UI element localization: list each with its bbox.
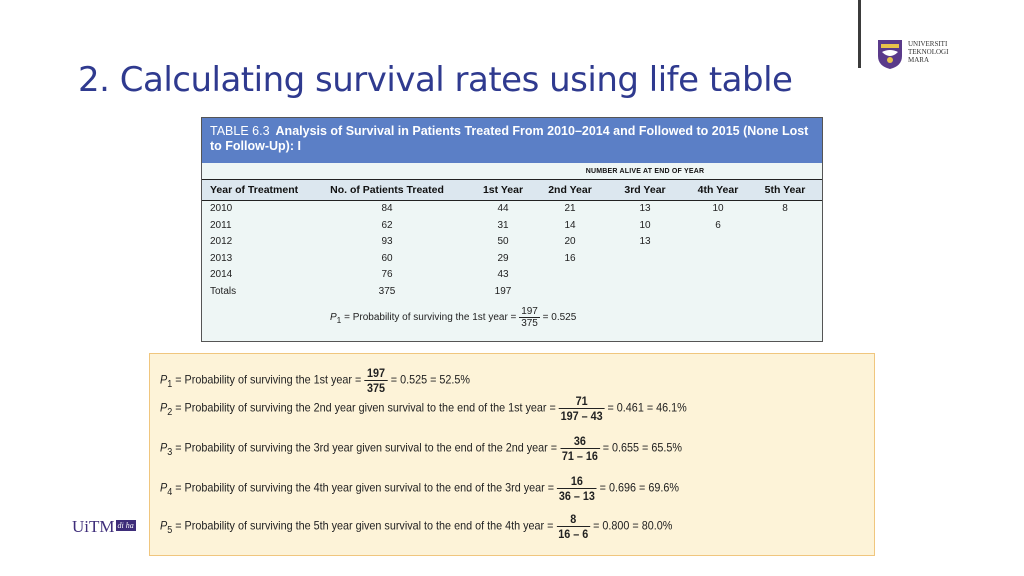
table-cell: 2010	[210, 203, 233, 214]
table-cell: 2013	[210, 252, 233, 264]
equation-p1: P1 = Probability of surviving the 1st ye…	[160, 366, 471, 395]
table-cell: 84	[381, 203, 393, 214]
table-row: 2010 84 44 21 13 10 8	[202, 201, 822, 218]
table-body: 2010 84 44 21 13 10 8 2011 62 31 14 10 6 2012 93 50 20 13…	[202, 201, 822, 300]
column-header-row: Year of Treatment No. of Patients Treate…	[202, 180, 822, 201]
table-cell: 43	[497, 269, 509, 280]
equation-p5: P5 = Probability of surviving the 5th ye…	[160, 512, 673, 541]
table-row: 2013 60 29 16	[202, 251, 822, 268]
life-table: TABLE 6.3 Analysis of Survival in Patient…	[201, 117, 823, 342]
footer-logo: UiTM di ha	[72, 517, 136, 537]
equation-p3: P3 = Probability of surviving the 3rd ye…	[160, 434, 682, 463]
table-cell: 2011	[210, 219, 232, 231]
logo-line: UNIVERSITI	[908, 40, 948, 48]
table-cell: 29	[497, 252, 509, 264]
fraction: 71 197 – 43	[558, 394, 605, 423]
table-cell: 44	[497, 203, 509, 214]
table-row: 2011 62 31 14 10 6	[202, 218, 822, 235]
logo-line: TEKNOLOGI	[908, 48, 949, 56]
footnote-result: = 0.525	[539, 312, 577, 324]
column-header: 1st Year	[482, 184, 524, 196]
table-cell: 197	[494, 285, 512, 297]
divider-line	[858, 0, 861, 68]
span-header-row: NUMBER ALIVE AT END OF YEAR	[202, 163, 822, 180]
logo-wordmark: UNIVERSITI TEKNOLOGI MARA	[908, 40, 948, 64]
column-header: No. of Patients Treated	[330, 184, 444, 196]
fraction: 16 36 – 13	[557, 474, 597, 503]
column-header: Year of Treatment	[210, 184, 299, 196]
equation-p4: P4 = Probability of surviving the 4th ye…	[160, 474, 679, 503]
table-cell: 21	[564, 203, 576, 214]
prob-symbol: P1	[330, 312, 342, 326]
table-cell: 8	[782, 203, 788, 214]
table-row: Totals 375 197	[202, 284, 822, 301]
equation-p2: P2 = Probability of surviving the 2nd ye…	[160, 394, 687, 423]
table-row: 2012 93 50 20 13	[202, 234, 822, 251]
span-underline	[472, 179, 818, 180]
table-cell: 31	[497, 219, 509, 231]
table-cell: 13	[639, 236, 651, 247]
slide-title: 2. Calculating survival rates using life…	[78, 60, 793, 100]
table-cell: 13	[639, 203, 651, 214]
table-cell: 10	[639, 219, 651, 231]
numerator: 197	[519, 306, 540, 318]
table-number: TABLE 6.3	[210, 124, 270, 138]
table-cell: 6	[715, 219, 721, 231]
fraction: 197 375	[519, 306, 540, 329]
column-header: 3rd Year	[624, 184, 666, 196]
span-header: NUMBER ALIVE AT END OF YEAR	[585, 168, 705, 175]
table-cell: 2012	[210, 236, 233, 247]
column-header: 5th Year	[764, 184, 806, 196]
fraction: 36 71 – 16	[560, 434, 600, 463]
table-cell: 14	[564, 219, 576, 231]
table-cell: 375	[378, 285, 396, 297]
table-cell: Totals	[210, 285, 237, 297]
table-cell: 10	[712, 203, 724, 214]
fraction: 197 375	[364, 366, 388, 395]
logo-line: MARA	[908, 56, 930, 64]
table-cell: 62	[381, 219, 393, 231]
footnote-text: = Probability of surviving the 1st year …	[341, 312, 520, 324]
footer-tag: di ha	[115, 520, 136, 531]
table-cell: 93	[381, 236, 393, 247]
university-logo: UNIVERSITI TEKNOLOGI MARA	[876, 38, 976, 72]
table-cell: 16	[564, 252, 576, 264]
crest-icon	[878, 40, 902, 69]
footer-brand: UiTM	[72, 517, 115, 536]
column-header: 2nd Year	[548, 184, 592, 196]
column-header: 4th Year	[697, 184, 739, 196]
table-cell: 50	[497, 236, 509, 247]
equations-box: P1 = Probability of surviving the 1st ye…	[149, 353, 875, 556]
table-cell: 60	[381, 252, 393, 264]
table-cell: 76	[381, 269, 393, 280]
table-cell: 20	[564, 236, 576, 247]
table-title: Analysis of Survival in Patients Treated…	[210, 124, 809, 153]
table-caption: TABLE 6.3 Analysis of Survival in Patient…	[202, 118, 822, 163]
fraction: 8 16 – 6	[556, 512, 591, 541]
denominator: 375	[521, 318, 538, 329]
table-footnote: P1 = Probability of surviving the 1st ye…	[330, 306, 576, 329]
table-row: 2014 76 43	[202, 267, 822, 284]
table-cell: 2014	[210, 269, 233, 280]
